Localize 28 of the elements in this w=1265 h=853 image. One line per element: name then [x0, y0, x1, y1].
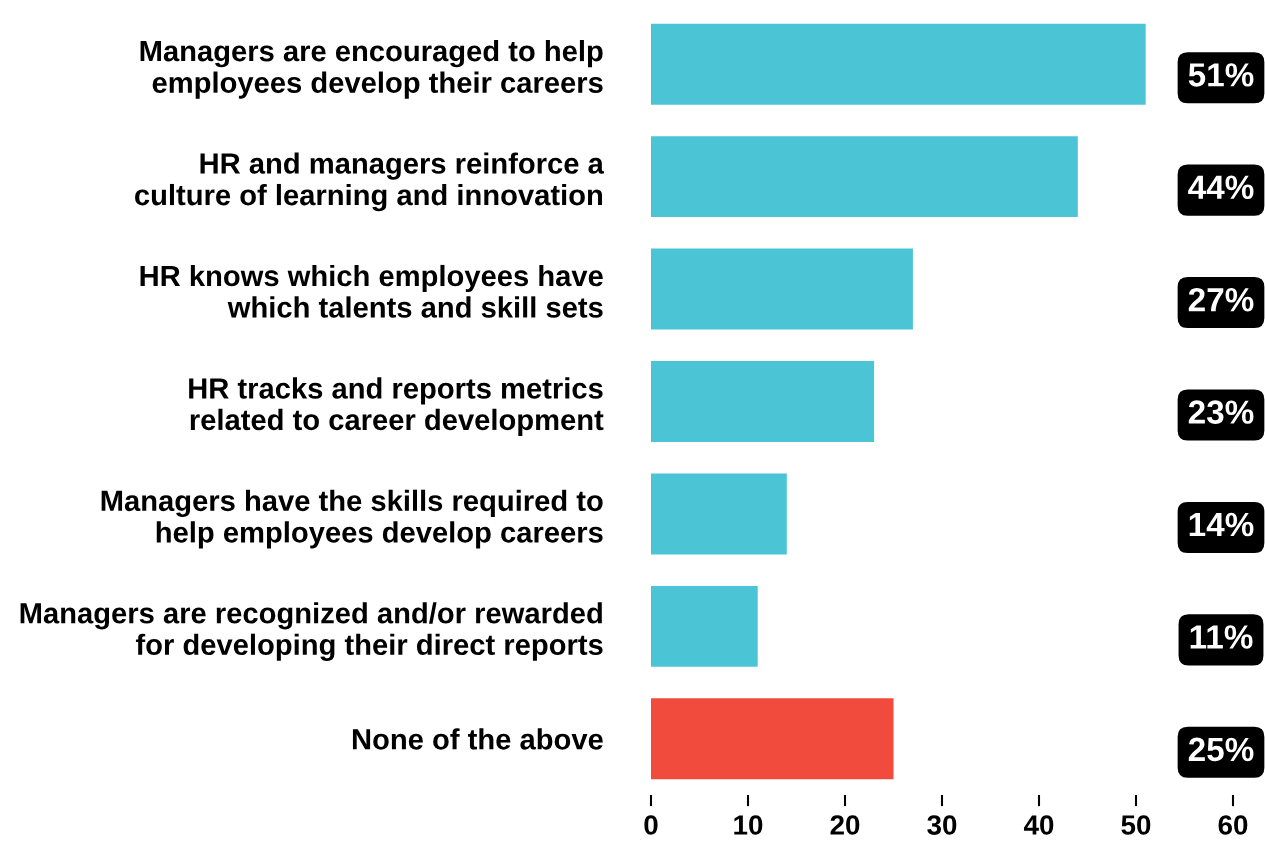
y-tick-label: Managers are recognized and/or rewarded for developing their direct reports: [20, 602, 603, 661]
bar: [651, 698, 894, 780]
x-tick-label: 10: [734, 815, 763, 835]
data-label: 14%: [1189, 512, 1254, 537]
y-tick-label: Managers have the skills required to help employees develop careers: [101, 489, 603, 549]
x-tick-label: 30: [927, 815, 957, 835]
bar: [651, 361, 875, 442]
y-tick-label: Managers are encouraged to help employees develop their careers: [140, 39, 603, 99]
x-tick-label: 60: [1218, 815, 1248, 835]
data-label: 11%: [1190, 625, 1253, 649]
y-tick-label: HR and managers reinforce a culture of learning and innovation: [135, 152, 604, 212]
data-label: 51%: [1188, 63, 1254, 87]
bar: [651, 473, 787, 555]
data-label: 27%: [1188, 287, 1254, 312]
y-tick-label: HR tracks and reports metrics related to career development: [189, 377, 604, 436]
y-tick-label: HR knows which employees have which talents and skill sets: [140, 264, 603, 318]
x-tick-label: 40: [1023, 815, 1054, 835]
data-label: 23%: [1188, 400, 1254, 424]
x-tick-label: 20: [830, 815, 860, 835]
y-tick-label: None of the above: [352, 728, 603, 750]
bar: [651, 248, 913, 330]
bar: [651, 136, 1078, 218]
x-tick-label: 50: [1121, 815, 1151, 835]
bar: [651, 23, 1146, 105]
data-label: 25%: [1188, 737, 1254, 762]
bar: [651, 585, 758, 667]
x-tick-label: 0: [644, 815, 658, 835]
data-label: 44%: [1188, 175, 1254, 200]
